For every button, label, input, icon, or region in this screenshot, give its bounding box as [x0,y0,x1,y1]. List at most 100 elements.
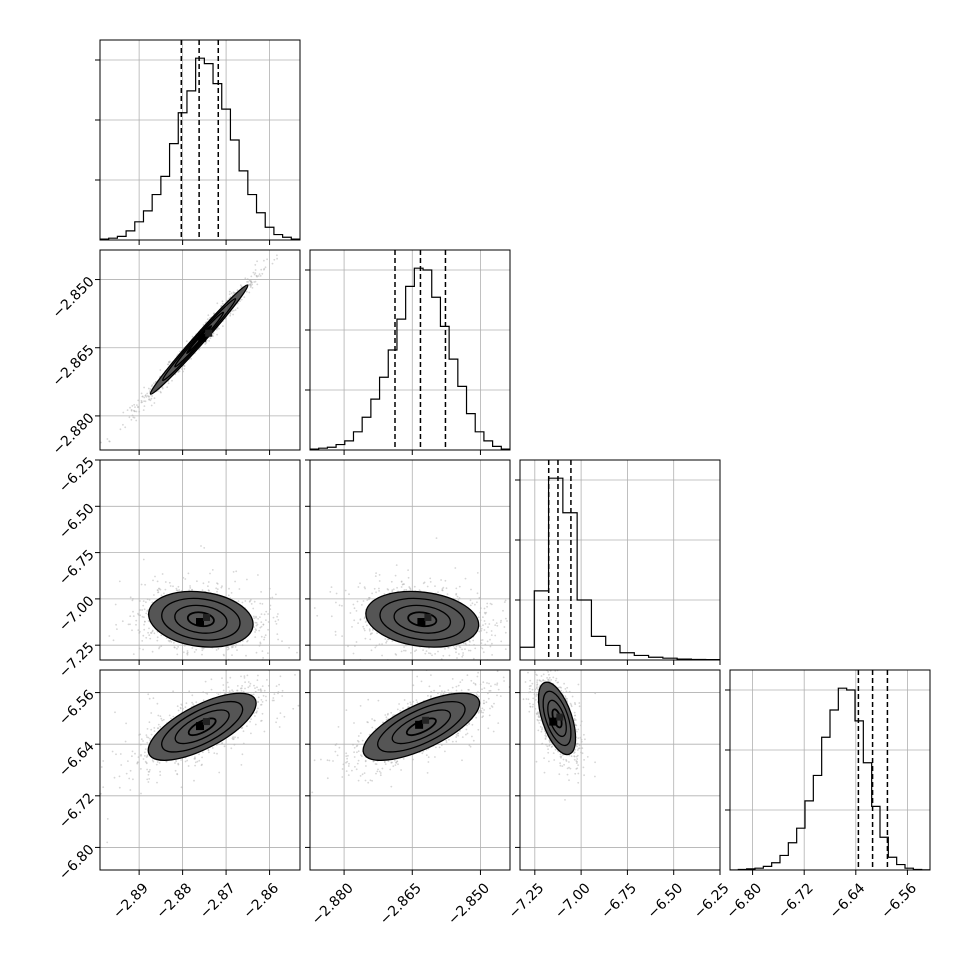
scatter-point [405,644,407,647]
scatter-point [144,583,147,586]
scatter-point [260,621,263,623]
scatter-point [374,646,377,649]
scatter-point [494,624,497,626]
scatter-point [135,623,137,626]
density-peak [196,618,204,626]
scatter-point [240,675,242,678]
scatter-point [257,275,260,277]
scatter-point [391,589,394,592]
scatter-point [228,290,231,293]
scatter-point [145,601,147,604]
scatter-point [128,416,131,419]
scatter-point [473,643,475,646]
scatter-point [229,314,232,317]
scatter-point [216,691,218,694]
hist-panel-1 [310,250,510,450]
scatter-point [146,610,149,612]
panel-frame-2-1 [309,459,511,661]
scatter-point [500,640,503,643]
scatter-point [434,653,436,655]
scatter-point [144,394,147,397]
scatter-point [462,654,464,656]
scatter-point [154,575,156,578]
scatter-point [259,626,262,629]
scatter-point [369,638,372,641]
scatter-point [250,275,253,278]
scatter-point [205,677,207,679]
scatter-point [352,603,355,606]
scatter-point [334,634,337,636]
scatter-point [263,638,265,641]
scatter-point [236,649,238,651]
scatter-point [241,753,244,756]
contour-line [149,284,249,395]
scatter-point [177,646,180,648]
scatter-point [384,638,387,640]
contour-line [161,298,237,382]
scatter-point [352,177,354,179]
scatter-point [298,231,300,233]
scatter-point [114,711,116,714]
scatter-point [180,368,183,370]
scatter-point [261,272,264,275]
scatter-point [232,644,235,647]
scatter-point [122,411,125,414]
scatter-point [523,640,525,642]
scatter-point [374,575,377,577]
scatter-point [405,588,408,591]
scatter-point [164,588,167,591]
scatter-point [483,620,486,622]
scatter-point [240,687,243,690]
scatter-point [514,664,516,666]
scatter-point [397,661,399,663]
scatter-point [191,588,193,591]
scatter-point [150,404,153,407]
scatter-point [141,609,144,611]
scatter-point [504,648,507,650]
scatter-point [176,665,178,667]
scatter-point [254,264,257,266]
panel-frame-2-2 [519,459,721,661]
scatter-point [502,609,504,612]
scatter-point [211,569,214,571]
scatter-point [403,646,405,648]
scatter-point [313,621,315,623]
scatter-point [377,662,379,664]
scatter-point [478,630,481,633]
scatter-point [207,314,210,317]
scatter-point [276,245,278,247]
scatter-point [145,612,148,615]
scatter-point [201,589,204,591]
scatter-point [132,416,135,419]
scatter-point [341,604,343,607]
scatter-point [517,642,519,644]
scatter-point [189,585,192,587]
scatter-point [263,613,266,616]
scatter-point [139,743,142,746]
scatter-point [474,647,477,650]
scatter-point [303,207,305,209]
scatter-point [158,587,161,590]
scatter-point [184,760,187,763]
scatter-point [183,644,186,647]
scatter-point [201,649,204,652]
scatter-point [145,734,148,736]
scatter-point [263,259,265,262]
scatter-point [142,409,145,411]
scatter-point [392,588,395,591]
scatter-point [217,647,220,650]
scatter-point [426,665,428,667]
scatter-point [188,589,191,592]
scatter-point [275,593,277,596]
scatter-point [154,380,157,383]
scatter-point [255,651,258,654]
scatter-point [252,693,255,696]
scatter-point [164,581,167,583]
scatter-point [150,385,153,388]
scatter-point [160,391,162,394]
scatter-point [414,650,416,653]
scatter-point [137,629,140,631]
scatter-point [251,287,254,289]
scatter-point [271,596,274,599]
scatter-point [166,363,169,366]
